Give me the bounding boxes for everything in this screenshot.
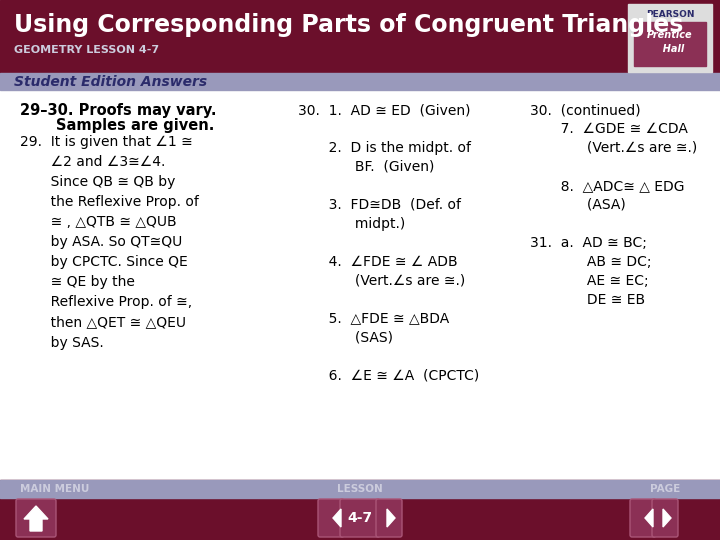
Text: GEOMETRY LESSON 4-7: GEOMETRY LESSON 4-7: [14, 45, 159, 55]
Text: 30.  1.  AD ≅ ED  (Given)

       2.  D is the midpt. of
             BF.  (Give: 30. 1. AD ≅ ED (Given) 2. D is the midpt…: [298, 103, 480, 382]
Polygon shape: [645, 509, 653, 527]
Text: 29.  It is given that ∠1 ≅
       ∠2 and ∠3≅∠4.
       Since QB ≅ QB by
       t: 29. It is given that ∠1 ≅ ∠2 and ∠3≅∠4. …: [20, 135, 199, 349]
Bar: [0, 480, 720, 498]
Polygon shape: [387, 509, 395, 527]
FancyBboxPatch shape: [652, 499, 678, 537]
Polygon shape: [333, 509, 341, 527]
Bar: [0, 73, 720, 90]
Text: LESSON: LESSON: [337, 484, 383, 494]
Text: 29–30. Proofs may vary.: 29–30. Proofs may vary.: [20, 103, 217, 118]
Bar: [0, 0, 720, 75]
Bar: [0, 90, 720, 480]
Text: MAIN MENU: MAIN MENU: [20, 484, 90, 494]
Bar: [0, 480, 720, 540]
Text: 30.  (continued)
       7.  ∠GDE ≅ ∠CDA
             (Vert.∠s are ≅.)

       8.: 30. (continued) 7. ∠GDE ≅ ∠CDA (Vert.∠s …: [530, 103, 697, 307]
Text: PAGE: PAGE: [650, 484, 680, 494]
FancyBboxPatch shape: [340, 499, 380, 537]
Bar: [634, 22, 706, 66]
Bar: [628, 4, 712, 72]
Polygon shape: [663, 509, 671, 527]
FancyBboxPatch shape: [318, 499, 344, 537]
Text: Samples are given.: Samples are given.: [56, 118, 215, 133]
Polygon shape: [24, 506, 48, 531]
FancyBboxPatch shape: [630, 499, 656, 537]
Text: Student Edition Answers: Student Edition Answers: [14, 75, 207, 89]
Text: PEARSON: PEARSON: [646, 10, 694, 19]
Text: 4-7: 4-7: [348, 511, 372, 525]
Text: Prentice
  Hall: Prentice Hall: [647, 30, 693, 53]
FancyBboxPatch shape: [16, 499, 56, 537]
Text: Using Corresponding Parts of Congruent Triangles: Using Corresponding Parts of Congruent T…: [14, 13, 683, 37]
FancyBboxPatch shape: [376, 499, 402, 537]
